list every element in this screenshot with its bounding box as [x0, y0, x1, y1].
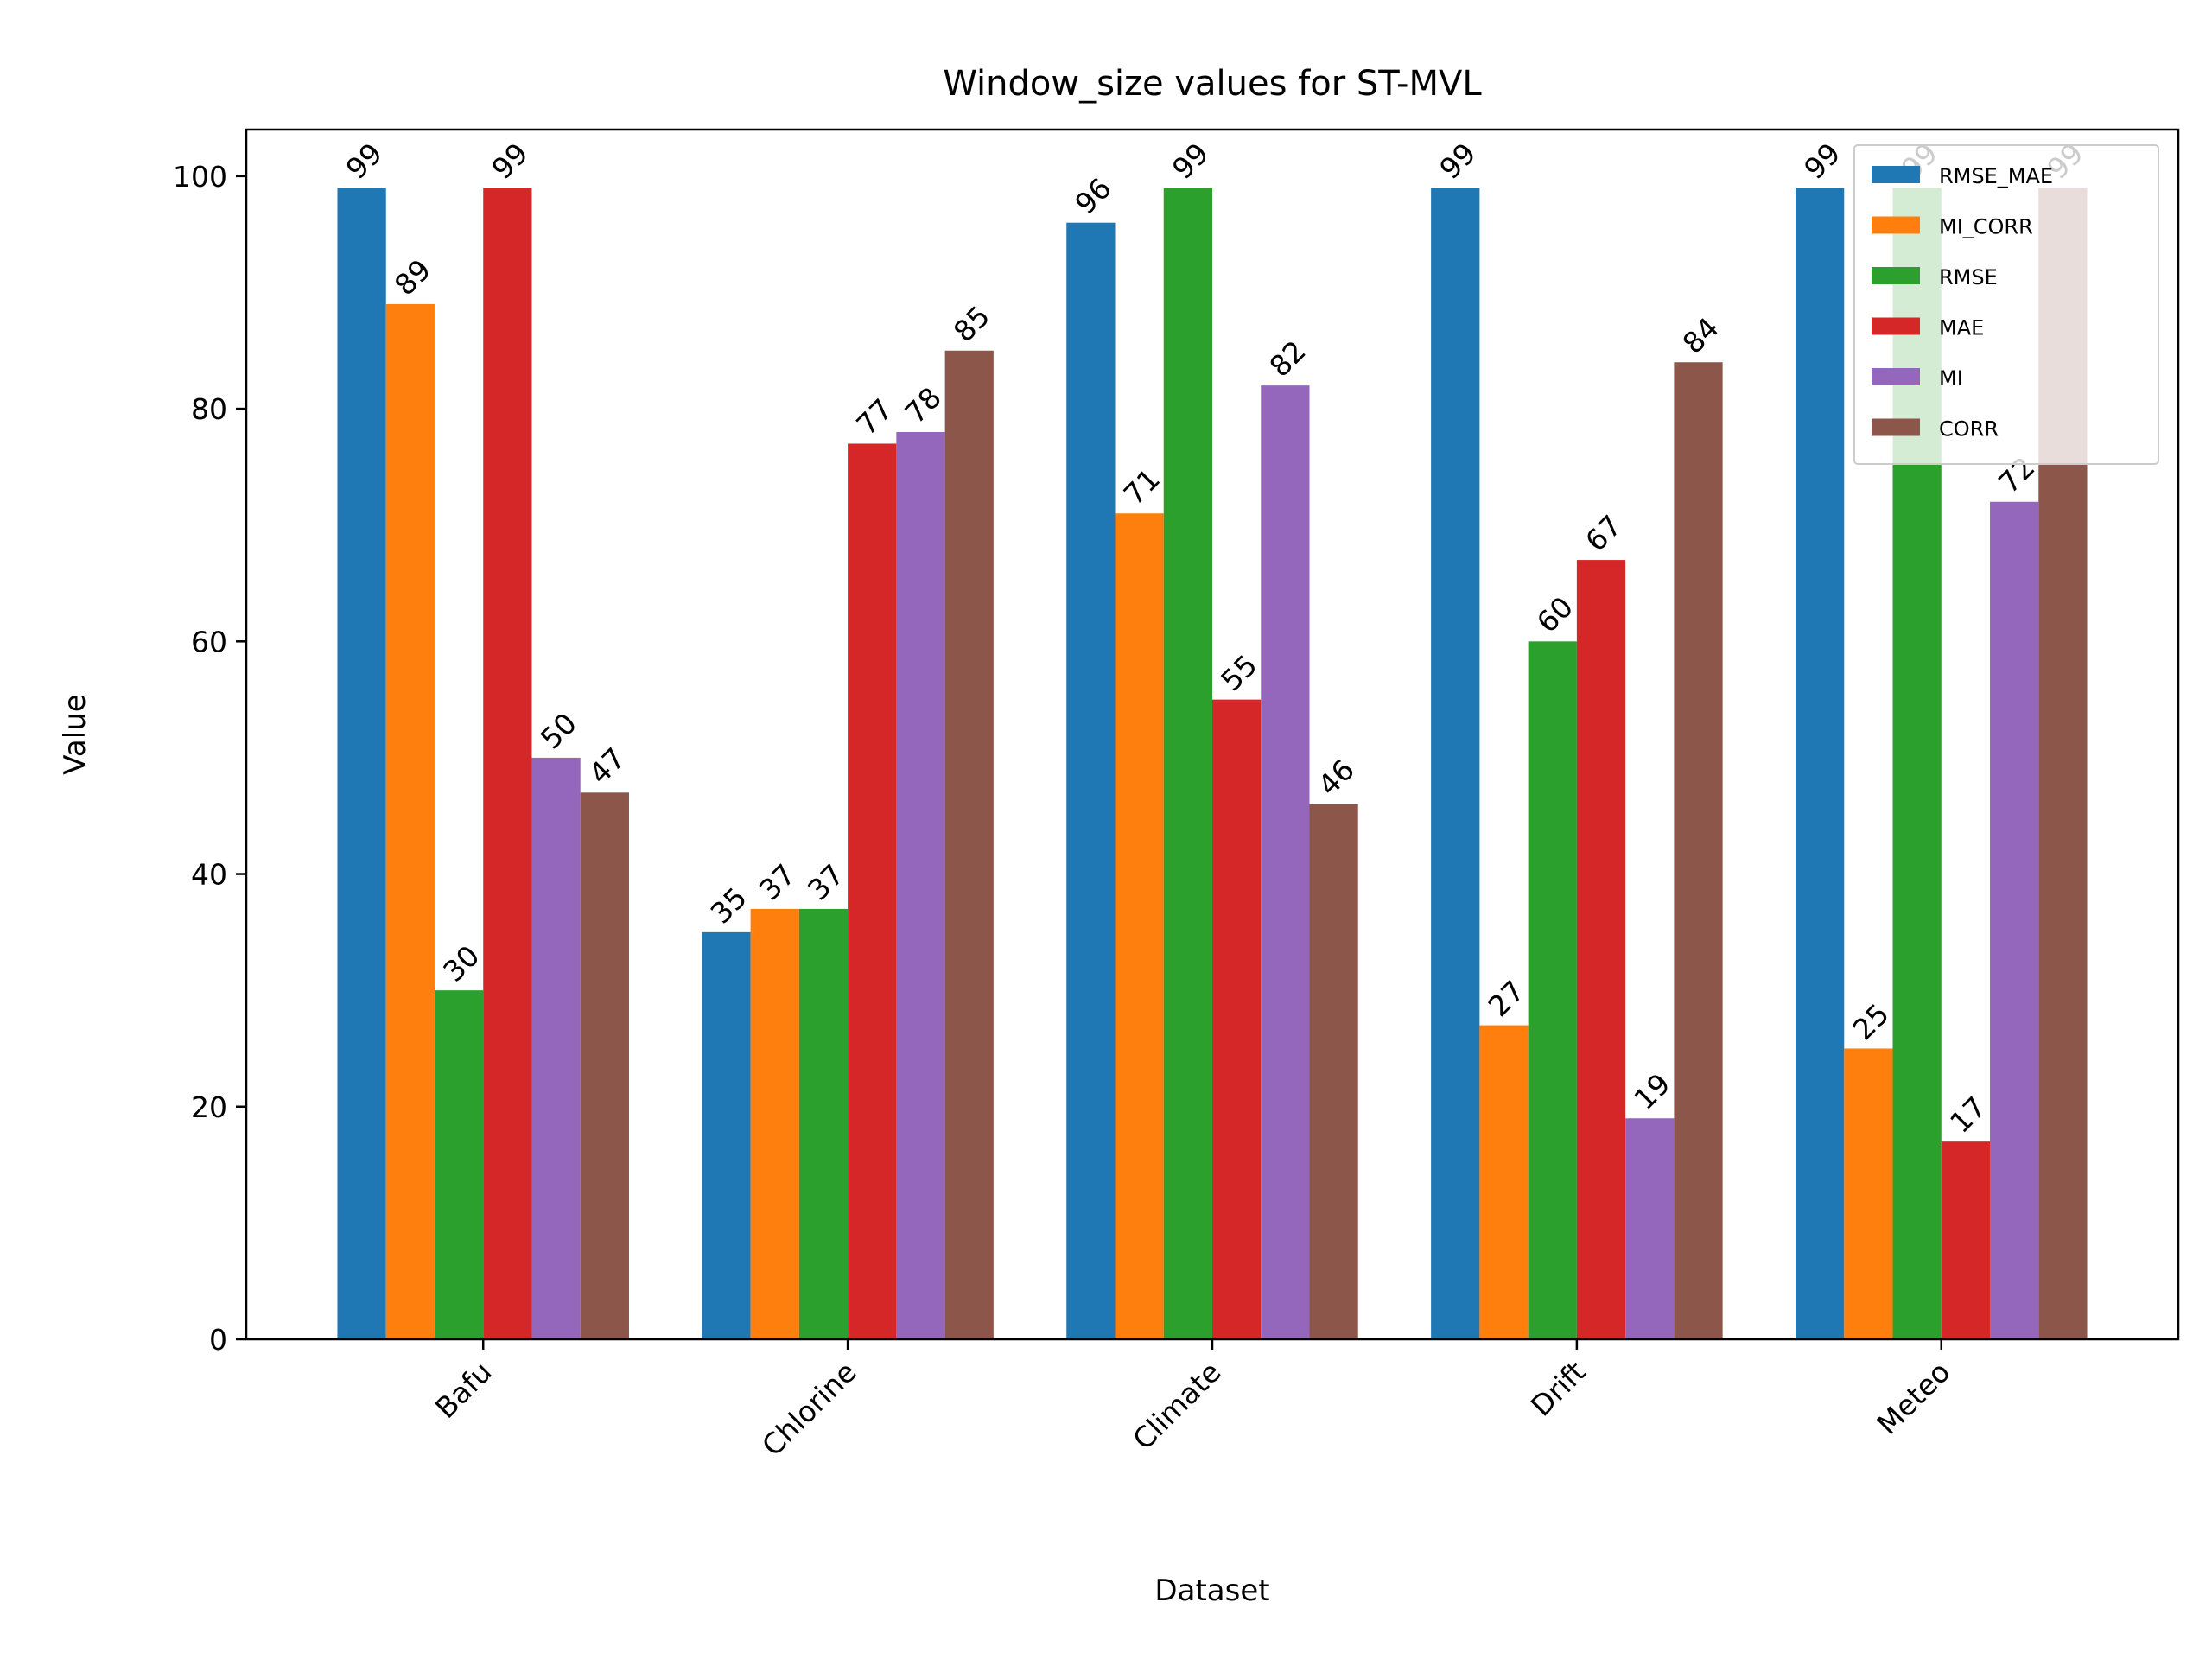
legend-frame — [1853, 144, 2159, 465]
bar-mi-corr-bafu — [385, 303, 435, 1339]
legend-swatch — [1872, 368, 1920, 385]
legend-entry-mi: MI — [1939, 366, 1963, 391]
y-tick-label: 100 — [173, 160, 227, 194]
y-tick-label: 80 — [191, 392, 227, 426]
bar-rmse-bafu — [434, 990, 484, 1339]
bar-mae-drift — [1576, 560, 1626, 1339]
bar-mi-corr-chlorine — [750, 908, 799, 1339]
bar-rmse-mae-meteo — [1796, 188, 1845, 1339]
legend-entry-rmse: RMSE — [1939, 265, 1998, 289]
bar-mi-drift — [1625, 1118, 1675, 1339]
bar-mi-bafu — [531, 757, 581, 1339]
bar-corr-drift — [1674, 362, 1723, 1340]
bar-rmse-mae-chlorine — [702, 931, 751, 1339]
chart-title: Window_size values for ST-MVL — [943, 64, 1482, 104]
bar-mae-bafu — [483, 188, 532, 1339]
bar-mi-climate — [1261, 385, 1310, 1340]
bar-corr-climate — [1309, 804, 1358, 1339]
legend-entry-mae: MAE — [1939, 316, 1984, 340]
bar-rmse-chlorine — [798, 908, 849, 1339]
x-axis-label: Dataset — [1154, 1573, 1269, 1608]
bars — [337, 188, 2088, 1340]
bar-rmse-climate — [1163, 188, 1212, 1339]
legend-swatch — [1872, 418, 1920, 436]
legend-swatch — [1872, 166, 1920, 183]
y-axis-ticks: 0 20 40 60 80 100 — [173, 160, 246, 1357]
bar-corr-chlorine — [944, 350, 994, 1339]
bar-mae-climate — [1212, 699, 1262, 1339]
y-tick-label: 40 — [191, 858, 227, 892]
bar-mae-chlorine — [848, 443, 897, 1339]
bar-corr-bafu — [580, 792, 629, 1339]
y-tick-label: 60 — [191, 625, 227, 658]
legend-swatch — [1872, 267, 1920, 284]
bar-rmse-mae-climate — [1066, 222, 1116, 1339]
legend-swatch — [1872, 216, 1920, 234]
bar-mae-meteo — [1941, 1141, 1991, 1339]
y-tick-label: 0 — [209, 1323, 227, 1357]
legend: RMSE_MAE MI_CORR RMSE MAE MI CORR — [1853, 144, 2159, 465]
legend-entry-mi-corr: MI_CORR — [1939, 215, 2033, 239]
bar-mi-meteo — [1990, 501, 2039, 1339]
bar-rmse-drift — [1528, 641, 1577, 1339]
bar-rmse-mae-drift — [1431, 188, 1480, 1339]
y-axis-label: Value — [58, 694, 92, 774]
bar-mi-corr-drift — [1479, 1025, 1529, 1339]
bar-rmse-mae-bafu — [337, 188, 386, 1339]
legend-entry-rmse-mae: RMSE_MAE — [1939, 164, 2053, 188]
y-tick-label: 20 — [191, 1090, 227, 1124]
legend-swatch — [1872, 317, 1920, 335]
bar-mi-corr-climate — [1115, 513, 1164, 1339]
bar-mi-corr-meteo — [1844, 1048, 1893, 1339]
bar-mi-chlorine — [896, 432, 945, 1339]
legend-entry-corr: CORR — [1939, 417, 1999, 442]
